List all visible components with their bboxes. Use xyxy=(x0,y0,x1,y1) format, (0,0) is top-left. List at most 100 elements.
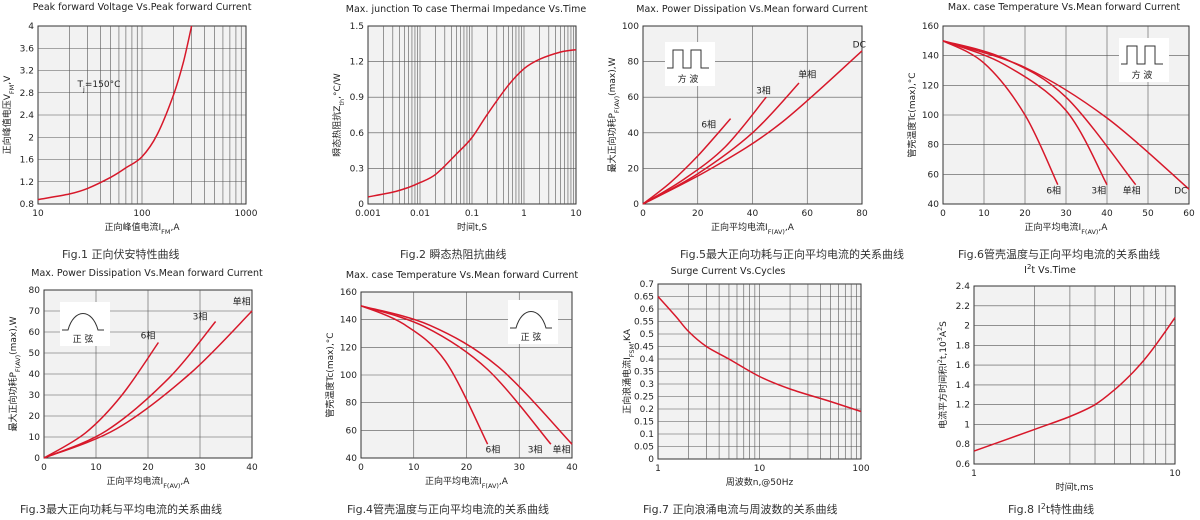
fig2-y-tick-label: 0 xyxy=(358,200,364,210)
fig4-y-tick-label: 80 xyxy=(346,399,358,409)
fig4-x-tick-label: 40 xyxy=(566,463,578,473)
fig5-series-line-4 xyxy=(642,50,863,205)
fig6-series-label-3: 单相 xyxy=(1123,185,1141,197)
fig2-caption: Fig.2 瞬态热阻抗曲线 xyxy=(400,247,507,261)
fig6-series-label-2: 3相 xyxy=(1091,185,1106,197)
fig6-x-tick-label: 60 xyxy=(1183,209,1195,219)
fig2-y-axis-label: 瞬态热阻抗Zth,°C/W xyxy=(331,73,346,156)
fig1-y-tick-label: 0.8 xyxy=(20,200,35,210)
fig8-y-tick-label: 0.8 xyxy=(956,440,971,450)
fig4-series-label-3: 单相 xyxy=(552,443,570,455)
fig7-y-tick-label: 0.65 xyxy=(634,293,654,303)
fig3-series-line-1 xyxy=(43,342,160,459)
fig7-y-tick-label: 0.1 xyxy=(640,430,654,440)
fig6-chart: 0 10 20 30 40 50 60 40 60 80 100 120 140 160 Max. case… xyxy=(906,2,1195,261)
fig6-caption: Fig.6管壳温度与正向平均电流的关系曲线 xyxy=(958,247,1160,261)
fig8-y-tick-label: 2.4 xyxy=(956,282,971,292)
fig6-waveform-icon: 方 波 xyxy=(1119,38,1169,82)
fig6-x-tick-label: 50 xyxy=(1142,209,1154,219)
fig4-x-axis-label: 正向平均电流IF(AV),A xyxy=(425,475,509,490)
fig7-y-tick-label: 0.15 xyxy=(634,418,654,428)
fig6-y-tick-label: 160 xyxy=(922,22,939,32)
fig5-x-axis-label: 正向平均电流IF(AV),A xyxy=(711,221,795,236)
fig7-y-tick-label: 0.55 xyxy=(634,318,654,328)
fig4-y-tick-label: 140 xyxy=(340,316,357,326)
fig6-x-tick-label: 20 xyxy=(1019,209,1031,219)
fig5-y-tick-label: 20 xyxy=(628,164,640,174)
fig3-y-tick-label: 20 xyxy=(29,412,41,422)
fig8-y-tick-label: 0.6 xyxy=(956,460,971,470)
fig3-y-axis-label: 最大正向功耗PF(AV)(max),W xyxy=(7,316,22,431)
fig2-y-tick-label: 0.3 xyxy=(350,164,364,174)
fig8-caption: Fig.8 I2t特性曲线 xyxy=(1008,502,1094,517)
fig6-x-tick-label: 10 xyxy=(978,209,990,219)
fig3-series-label-2: 3相 xyxy=(193,310,208,322)
fig3-caption: Fig.3最大正向功耗与平均电流的关系曲线 xyxy=(20,502,222,516)
fig5-series-label-2: 3相 xyxy=(756,85,771,97)
fig4-icon-background xyxy=(508,300,558,344)
fig2-y-tick-label: 1.2 xyxy=(350,58,364,68)
fig7-y-tick-label: 0.2 xyxy=(640,405,654,415)
fig7-y-tick-label: 0.6 xyxy=(640,305,655,315)
fig5-y-tick-label: 80 xyxy=(628,58,640,68)
fig7-x-tick-label: 10 xyxy=(754,464,766,474)
fig1-y-tick-label: 1.2 xyxy=(20,178,34,188)
fig3-y-tick-label: 10 xyxy=(29,433,41,443)
fig2-x-tick-label: 0.1 xyxy=(465,209,479,219)
fig6-y-tick-label: 120 xyxy=(922,81,939,91)
fig8-gridlines xyxy=(974,286,1175,464)
fig3-x-tick-label: 10 xyxy=(90,463,102,473)
fig4-series-label-1: 6相 xyxy=(486,443,501,455)
fig6-x-tick-label: 40 xyxy=(1101,209,1113,219)
fig4-waveform-shape xyxy=(510,311,552,329)
fig4-x-tick-label: 10 xyxy=(408,463,420,473)
fig7-y-tick-label: 0 xyxy=(648,455,654,465)
fig6-y-tick-label: 100 xyxy=(922,111,939,121)
fig6-series-line-1 xyxy=(942,40,1059,186)
fig1-caption: Fig.1 正向伏安特性曲线 xyxy=(62,247,180,261)
fig3-y-tick-label: 70 xyxy=(29,307,41,317)
fig8-x-tick-label: 10 xyxy=(1169,469,1181,479)
fig2-x-axis-label: 时间t,S xyxy=(457,221,487,233)
fig3-waveform-icon: 正 弦 xyxy=(60,302,110,346)
fig3-icon-background xyxy=(60,302,110,346)
fig1-y-tick-label: 2.4 xyxy=(20,111,35,121)
fig5-x-tick-label: 0 xyxy=(640,209,646,219)
fig4-y-tick-label: 100 xyxy=(340,371,357,381)
fig6-x-axis-label: 正向平均电流IF(AV),A xyxy=(1025,221,1109,236)
fig1-x-axis-label: 正向峰值电流IFM,A xyxy=(105,221,181,236)
fig5-y-tick-label: 40 xyxy=(628,129,640,139)
fig8-y-tick-label: 1.6 xyxy=(956,361,971,371)
fig7-y-tick-label: 0.7 xyxy=(640,280,654,290)
fig8-title: I2t Vs.Time xyxy=(1024,263,1076,276)
fig1-y-tick-label: 3.6 xyxy=(20,44,35,54)
fig6-series-label-1: 6相 xyxy=(1046,185,1061,197)
fig3-series-label-1: 6相 xyxy=(141,329,156,341)
fig4-series-label-2: 3相 xyxy=(528,443,543,455)
fig6-series-line-3 xyxy=(942,40,1137,186)
fig6-y-tick-label: 60 xyxy=(928,170,940,180)
fig5-x-tick-label: 20 xyxy=(692,209,704,219)
fig2-x-tick-label: 0.01 xyxy=(410,209,430,219)
fig6-y-tick-label: 140 xyxy=(922,52,939,62)
fig2-x-tick-label: 1 xyxy=(521,209,527,219)
fig3-series-label-3: 单相 xyxy=(233,296,251,308)
fig4-y-tick-label: 120 xyxy=(340,343,357,353)
fig5-x-tick-label: 60 xyxy=(802,209,814,219)
fig4-x-tick-label: 0 xyxy=(358,463,364,473)
fig3-x-axis-label: 正向平均电流IF(AV),A xyxy=(107,475,191,490)
fig2-x-tick-label: 10 xyxy=(570,209,582,219)
fig4-series-line-2 xyxy=(360,305,552,445)
fig6-y-tick-label: 40 xyxy=(928,200,940,210)
fig3-x-tick-label: 0 xyxy=(41,463,47,473)
fig1-chart: 10 100 1000 0.8 1.2 1.6 2 2.4 2.8 3.2 3.6 4 Peak for… xyxy=(1,2,258,261)
fig4-series-line-3 xyxy=(360,305,573,445)
fig2-gridlines xyxy=(368,26,576,204)
fig8-plot-area xyxy=(973,285,1176,465)
fig5-y-tick-label: 0 xyxy=(633,200,639,210)
fig4-series-line-1 xyxy=(360,305,489,445)
fig5-waveform-icon: 方 波 xyxy=(665,42,715,86)
fig8-y-tick-label: 1.2 xyxy=(956,401,970,411)
fig8-y-tick-label: 1.8 xyxy=(956,341,971,351)
fig4-x-tick-label: 20 xyxy=(461,463,473,473)
